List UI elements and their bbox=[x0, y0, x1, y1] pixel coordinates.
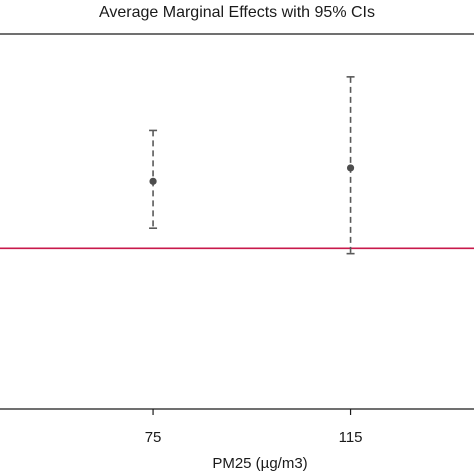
point-layer bbox=[149, 164, 355, 185]
estimate-point-75 bbox=[149, 177, 157, 185]
x-ticks: 75 115 bbox=[145, 409, 363, 446]
x-tick-label-115: 115 bbox=[339, 429, 363, 446]
x-axis-label: PM25 (µg/m3) bbox=[212, 455, 307, 472]
x-tick-label-75: 75 bbox=[145, 429, 162, 446]
estimate-point-115 bbox=[346, 164, 355, 172]
chart-title: Average Marginal Effects with 95% CIs bbox=[99, 4, 375, 21]
ci-layer bbox=[149, 76, 355, 255]
